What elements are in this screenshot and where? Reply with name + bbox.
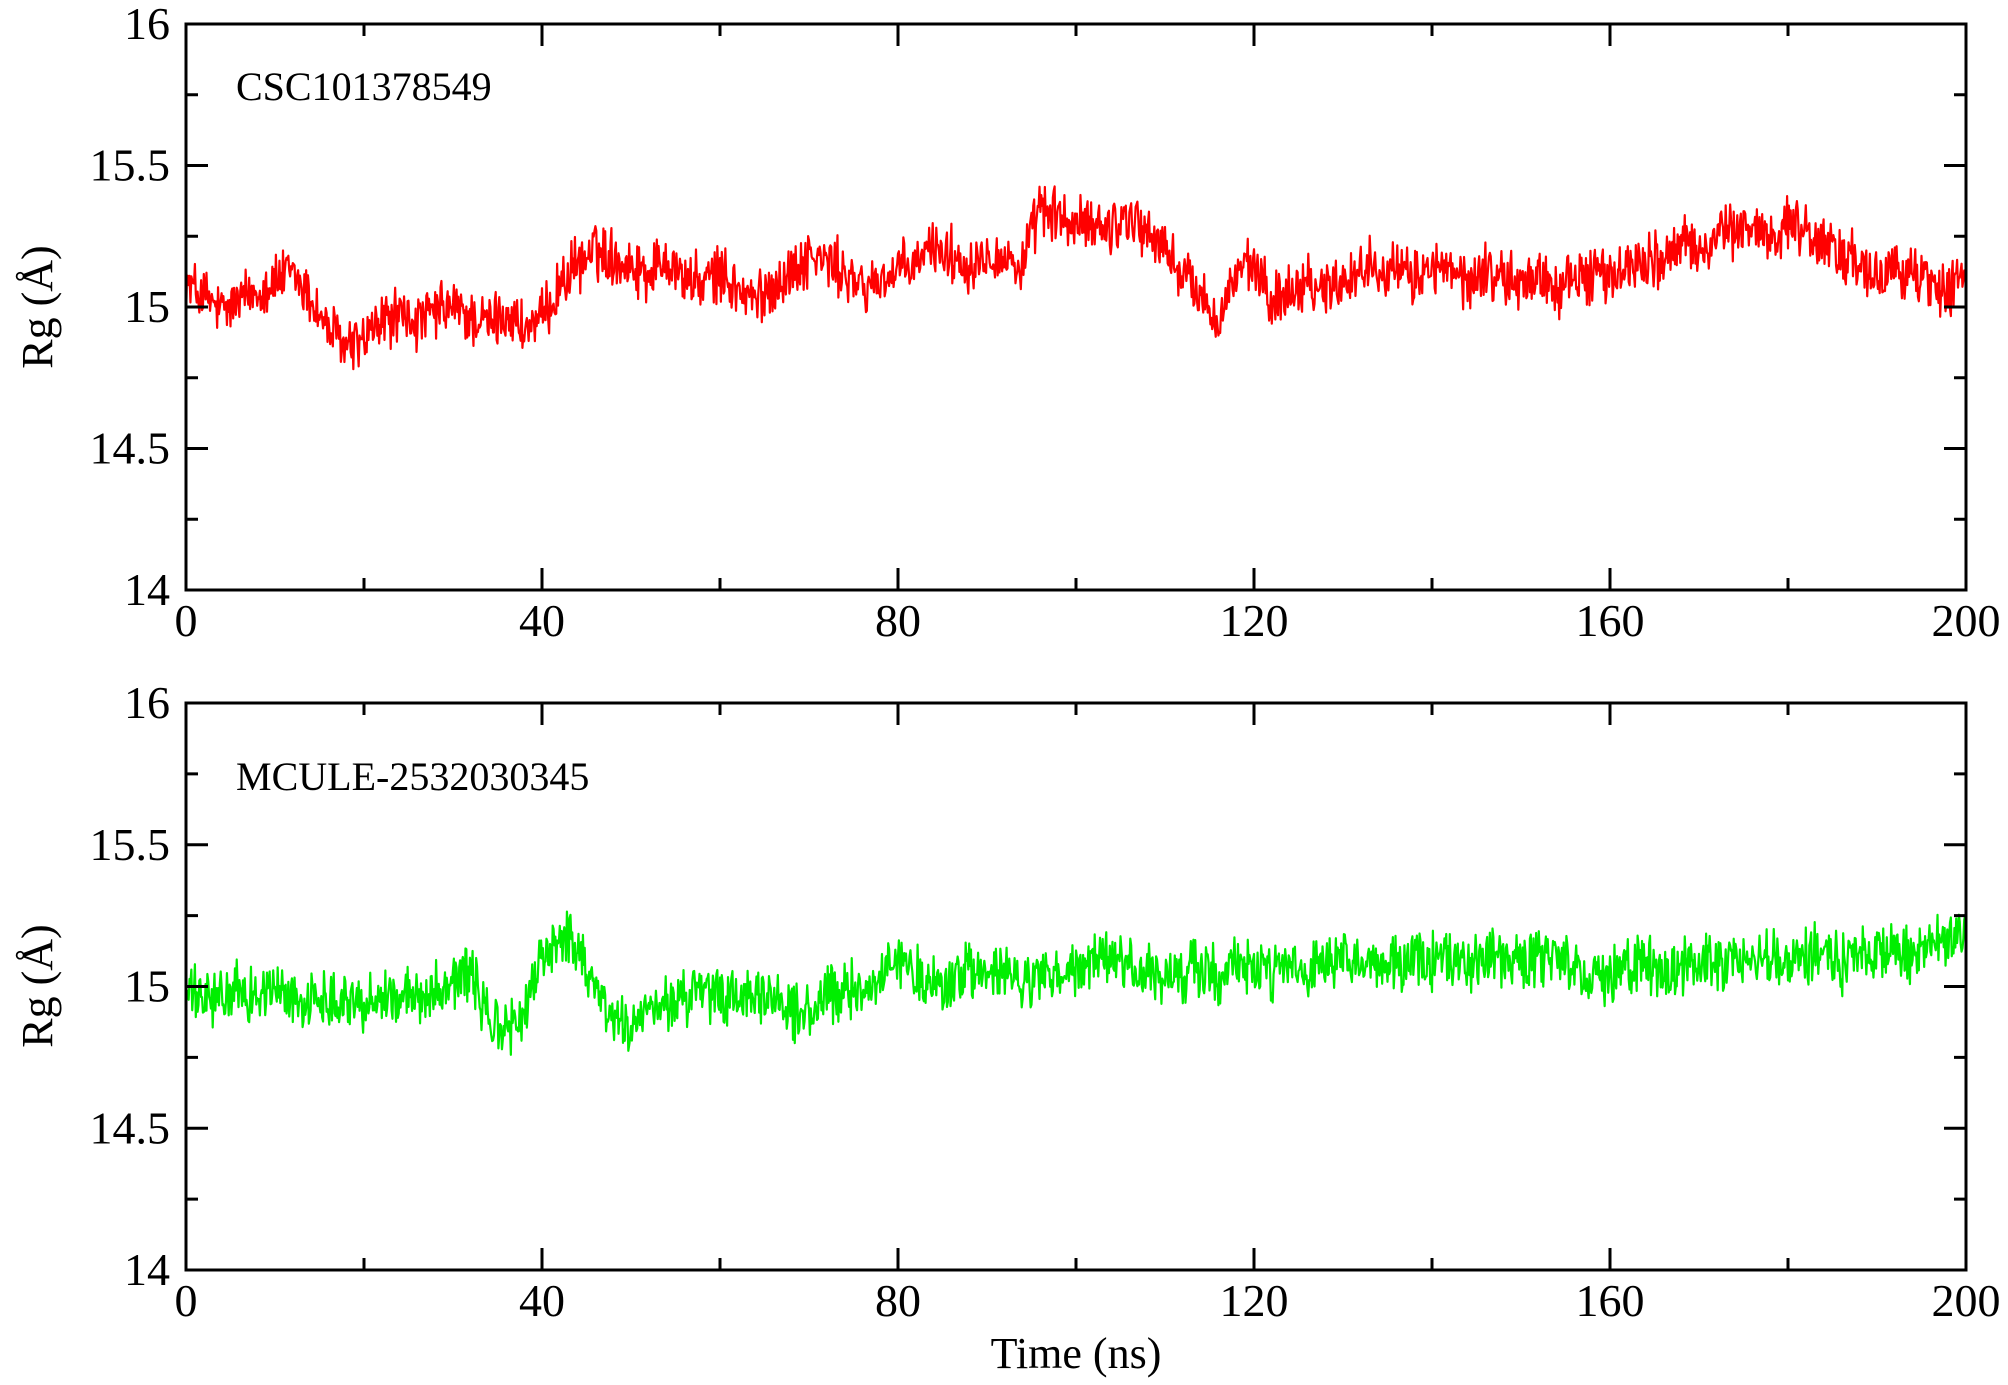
bottom-x-axis-title: Time (ns) [991,1329,1162,1378]
top-rg-series-line [184,185,1968,371]
y-tick-label: 15 [124,961,170,1012]
x-tick-label: 160 [1576,595,1645,646]
x-tick-label: 200 [1932,595,2001,646]
top-panel: 0 40 80 120 160 200 14 14.5 15 15.5 16 Rg (Å) CSC… [13,0,2001,646]
y-tick-label: 16 [124,677,170,728]
bottom-panel-label: MCULE-2532030345 [236,754,589,799]
x-tick-label: 160 [1576,1275,1645,1326]
top-panel-label: CSC101378549 [236,64,492,109]
y-tick-label: 14.5 [90,423,171,474]
x-tick-label: 120 [1220,1275,1289,1326]
top-x-axis: 0 40 80 120 160 200 [175,24,2001,646]
top-y-axis: 14 14.5 15 15.5 16 [90,0,1966,615]
y-tick-label: 14.5 [90,1102,171,1153]
bottom-rg-series-line [184,910,1968,1056]
x-tick-label: 0 [175,1275,198,1326]
y-tick-label: 15 [124,281,170,332]
bottom-x-axis: 0 40 80 120 160 200 [175,703,2001,1326]
y-tick-label: 15.5 [90,819,171,870]
y-tick-label: 14 [124,564,170,615]
x-tick-label: 80 [875,1275,921,1326]
x-tick-label: 120 [1220,595,1289,646]
x-tick-label: 80 [875,595,921,646]
x-tick-label: 0 [175,595,198,646]
bottom-y-axis: 14 14.5 15 15.5 16 [90,677,1966,1295]
x-tick-label: 40 [519,1275,565,1326]
y-tick-label: 14 [124,1244,170,1295]
x-tick-label: 40 [519,595,565,646]
top-y-axis-title: Rg (Å) [13,245,62,368]
bottom-y-axis-title: Rg (Å) [13,924,62,1047]
bottom-panel: 0 40 80 120 160 200 14 14.5 15 15.5 16 Rg (Å) MCU… [13,677,2001,1378]
x-tick-label: 200 [1932,1275,2001,1326]
y-tick-label: 16 [124,0,170,49]
y-tick-label: 15.5 [90,140,171,191]
